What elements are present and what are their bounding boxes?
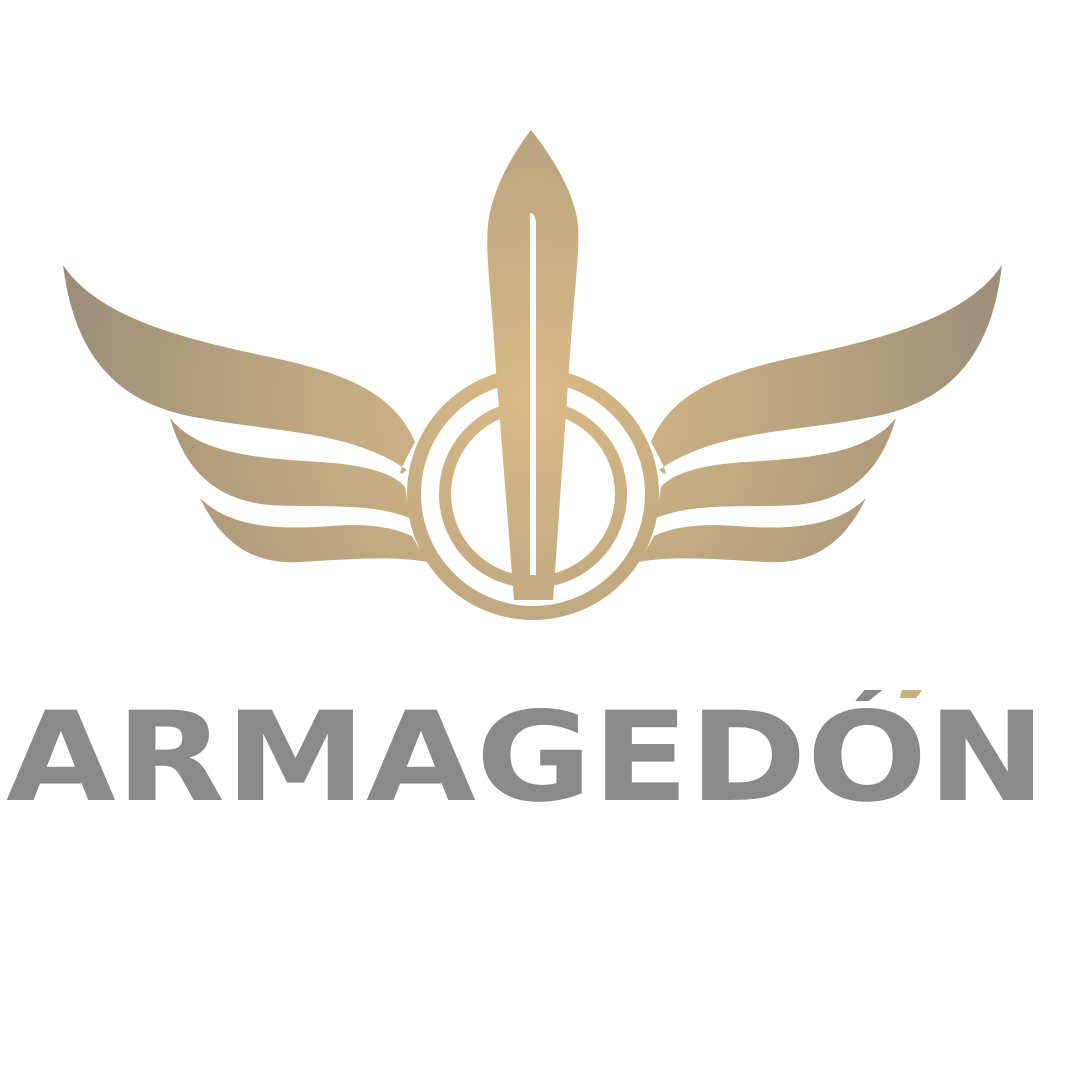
left-wing-upper-feather <box>63 265 415 474</box>
winged-sword-emblem-icon <box>63 130 1002 620</box>
right-wing-lower-feather <box>639 498 866 563</box>
sword-groove <box>529 213 536 575</box>
right-wing-middle-feather <box>656 418 896 518</box>
accent-mark <box>900 690 923 698</box>
right-wing-upper-feather <box>651 265 1002 474</box>
left-wing-lower-feather <box>200 498 427 563</box>
wordmark: ARMAGEDÓN <box>6 690 1046 810</box>
wordmark-text: ARMAGEDÓN <box>6 690 1046 810</box>
left-wing-middle-feather <box>170 418 410 518</box>
